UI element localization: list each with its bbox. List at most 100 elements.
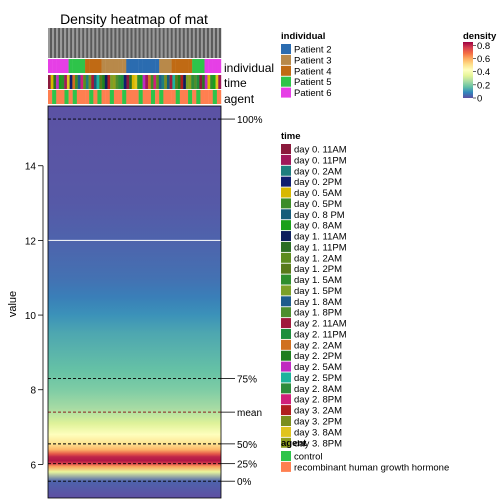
annotation-cell bbox=[97, 59, 102, 73]
annotation-cell bbox=[142, 75, 146, 89]
legend-swatch bbox=[281, 76, 291, 87]
annotation-cell bbox=[134, 59, 139, 73]
legend-entry: day 2. 11PM bbox=[294, 329, 347, 340]
legend-entry: day 1. 2PM bbox=[294, 264, 342, 275]
annotation-cell bbox=[58, 75, 62, 89]
annotation-cell bbox=[120, 75, 124, 89]
colorbar-tick-label: 0.6 bbox=[477, 54, 490, 65]
annotation-cell bbox=[188, 90, 193, 104]
annotation-cell bbox=[76, 90, 82, 104]
annotation-cell bbox=[155, 90, 160, 104]
annotation-cell bbox=[130, 59, 135, 73]
legend-entry: day 2. 2PM bbox=[294, 351, 342, 362]
colorbar-tick-label: 0.2 bbox=[477, 80, 490, 91]
annotation-cell bbox=[193, 75, 197, 89]
annotation-cell bbox=[188, 59, 193, 73]
legend-swatch bbox=[281, 274, 291, 285]
annotation-cell bbox=[169, 75, 173, 89]
legend-entry: day 0. 8AM bbox=[294, 221, 342, 232]
legend-entry: day 0. 11AM bbox=[294, 145, 347, 156]
annotation-cell bbox=[113, 90, 119, 104]
annotation-cell bbox=[204, 75, 208, 89]
annotation-cell bbox=[148, 75, 151, 89]
legend-swatch bbox=[281, 350, 291, 361]
legend-entry: Patient 4 bbox=[294, 66, 332, 77]
annotation-cell bbox=[80, 59, 86, 73]
annotation-cell bbox=[175, 90, 181, 104]
legend-entry: day 1. 11AM bbox=[294, 232, 347, 243]
legend-entry: recombinant human growth hormone bbox=[294, 462, 449, 473]
annotation-cell bbox=[196, 90, 201, 104]
annotation-cell bbox=[88, 75, 92, 89]
annotation-cell bbox=[105, 90, 110, 104]
annotation-cell bbox=[196, 75, 200, 89]
annotation-cell bbox=[60, 59, 65, 73]
legend-swatch bbox=[281, 285, 291, 296]
annotation-cell bbox=[112, 75, 116, 89]
legend-entry: day 1. 5PM bbox=[294, 286, 342, 297]
annotation-cell bbox=[83, 75, 87, 89]
annotation-cell bbox=[56, 59, 61, 73]
legend-entry: day 0. 2PM bbox=[294, 177, 342, 188]
annotation-cell bbox=[192, 90, 197, 104]
annotation-cell bbox=[134, 90, 139, 104]
y-axis: 6 8 10 12 14 bbox=[25, 162, 44, 471]
annotation-cell bbox=[163, 90, 168, 104]
legend-swatch bbox=[281, 241, 291, 252]
annotation-track-agent bbox=[48, 90, 222, 104]
y-tick-label: 6 bbox=[30, 460, 36, 471]
annotation-cell bbox=[122, 90, 127, 104]
legend-entry: day 2. 8AM bbox=[294, 384, 342, 395]
legend-entry: day 0. 5AM bbox=[294, 188, 342, 199]
track-label-individual: individual bbox=[224, 61, 274, 75]
annotation-cell bbox=[212, 59, 218, 73]
annotation-cell bbox=[48, 90, 53, 104]
quantile-label: 75% bbox=[237, 375, 257, 386]
legend-swatch bbox=[281, 54, 291, 65]
annotation-cell bbox=[142, 59, 148, 73]
legend-entry: day 3. 8AM bbox=[294, 427, 342, 438]
annotation-cell bbox=[210, 75, 214, 89]
annotation-cell bbox=[159, 59, 164, 73]
legend-swatch bbox=[281, 231, 291, 242]
annotation-cell bbox=[101, 90, 106, 104]
annotation-cell bbox=[105, 59, 110, 73]
annotation-cell bbox=[115, 75, 119, 89]
annotation-cell bbox=[164, 75, 168, 89]
annotation-cell bbox=[202, 75, 205, 89]
legend-swatch bbox=[281, 87, 291, 98]
legend-swatch bbox=[281, 263, 291, 274]
legend-swatch bbox=[281, 451, 291, 461]
y-tick-label: 12 bbox=[25, 236, 37, 247]
annotation-cell bbox=[85, 75, 89, 89]
legend-swatch bbox=[281, 383, 291, 394]
annotation-cell bbox=[171, 59, 176, 73]
annotation-cell bbox=[215, 75, 219, 89]
annotation-cell bbox=[99, 75, 103, 89]
annotation-cell bbox=[167, 90, 172, 104]
legend-entry: day 2. 5AM bbox=[294, 362, 342, 373]
annotation-cell bbox=[118, 90, 123, 104]
density-colorbar: density 0 0.2 0.4 0.6 0.8 bbox=[463, 31, 497, 105]
annotation-cell bbox=[183, 59, 189, 73]
annotation-cell bbox=[163, 59, 168, 73]
colorbar-tick-label: 0.4 bbox=[477, 67, 490, 78]
legend-entry: day 1. 8AM bbox=[294, 297, 342, 308]
legend-title: agent bbox=[281, 438, 307, 449]
legend-entry: Patient 6 bbox=[294, 88, 332, 99]
annotation-cell bbox=[175, 59, 181, 73]
annotation-cell bbox=[159, 90, 164, 104]
legend-swatch bbox=[281, 461, 291, 472]
annotation-cell bbox=[89, 90, 94, 104]
annotation-cell bbox=[64, 75, 68, 89]
annotation-cell bbox=[68, 90, 73, 104]
legend-entry: day 1. 2AM bbox=[294, 253, 342, 264]
quantile-lines: 100% 75% mean 50% 25% 0% bbox=[48, 115, 263, 488]
annotation-cell bbox=[97, 90, 102, 104]
legend-swatch bbox=[281, 416, 291, 426]
annotation-cell bbox=[185, 75, 189, 89]
annotation-cell bbox=[138, 90, 143, 104]
annotation-cell bbox=[137, 75, 141, 89]
annotation-cell bbox=[109, 90, 115, 104]
